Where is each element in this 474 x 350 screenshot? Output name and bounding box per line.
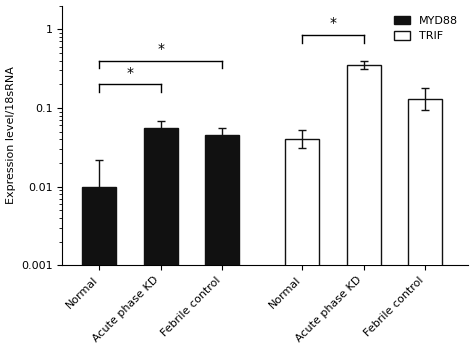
Bar (347, 65, 381, 350)
Text: *: * (157, 42, 164, 56)
Bar (144, 128, 178, 350)
Bar (409, 99, 442, 350)
Bar (82, 187, 116, 350)
Text: *: * (329, 16, 337, 30)
Bar (285, 139, 319, 350)
Legend: MYD88, TRIF: MYD88, TRIF (389, 11, 463, 46)
Bar (205, 135, 239, 350)
Text: *: * (127, 65, 134, 79)
Y-axis label: Expression level/18sRNA: Expression level/18sRNA (6, 66, 16, 204)
